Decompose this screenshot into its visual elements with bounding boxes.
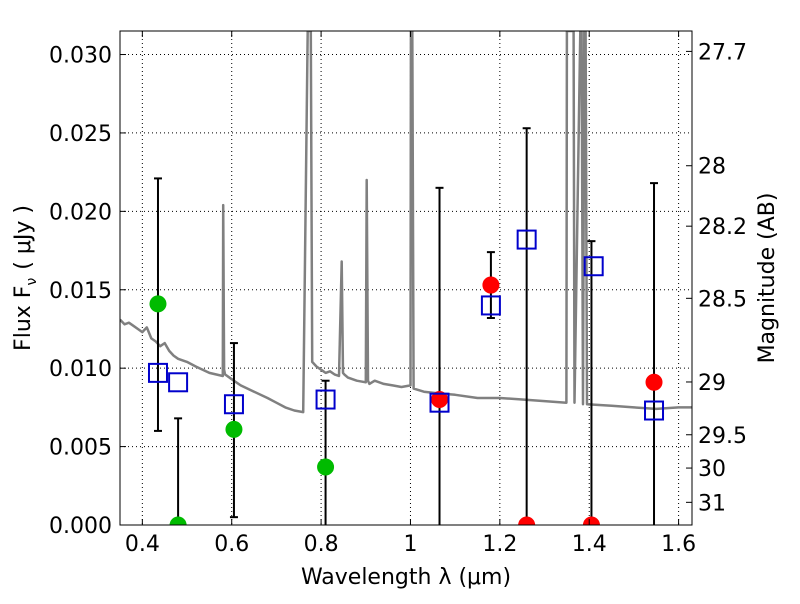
- x-axis-label: Wavelength λ (μm): [301, 565, 511, 590]
- mag-tick-label: 28: [698, 155, 726, 180]
- model-flux-square: [644, 400, 665, 421]
- y-tick-label: 0.025: [49, 122, 112, 147]
- model-flux-square: [147, 362, 168, 383]
- mag-tick-label: 31: [698, 491, 726, 516]
- mag-tick-label: 27.7: [698, 40, 747, 65]
- x-tick-label: 1.6: [661, 532, 696, 557]
- model-flux-square: [429, 392, 450, 413]
- y-tick-label: 0.015: [49, 279, 112, 304]
- x-tick-label: 1: [403, 532, 417, 557]
- data-layer: [120, 31, 692, 525]
- red-observed-point: [482, 276, 500, 294]
- model-flux-square: [315, 389, 336, 410]
- y-tick-label: 0.005: [49, 436, 112, 461]
- y-tick-label: 0.020: [49, 200, 112, 225]
- green-observed-point: [317, 458, 335, 476]
- template-spectrum-line: [120, 31, 692, 414]
- plot-background: [120, 31, 692, 525]
- y-axis-label-main: Flux F: [11, 286, 36, 351]
- x-tick-label: 0.4: [125, 532, 160, 557]
- y-axis-label: Flux Fν ( μJy ): [11, 205, 40, 351]
- mag-tick-label: 30: [698, 457, 726, 482]
- x-tick-label: 1.4: [572, 532, 607, 557]
- model-flux-square: [223, 394, 244, 415]
- y-tick-label: 0.000: [49, 514, 112, 539]
- axis-ticks: 0.4 0.6 0.8 1 1.2 1.4 1.6 0.000 0.005 0.010 0.015 0…: [49, 31, 747, 557]
- model-flux-square: [480, 295, 501, 316]
- x-tick-label: 0.8: [304, 532, 339, 557]
- green-observed-point: [149, 295, 167, 313]
- mag-tick-label: 29.5: [698, 424, 747, 449]
- mag-tick-label: 29: [698, 371, 726, 396]
- plot-frame: [119, 30, 693, 526]
- model-flux-square: [516, 229, 537, 250]
- red-observed-point: [518, 516, 536, 525]
- red-observed-point: [645, 373, 663, 391]
- mag-tick-label: 28.5: [698, 287, 747, 312]
- y2-axis-label: Magnitude (AB): [755, 193, 780, 364]
- y-tick-label: 0.010: [49, 357, 112, 382]
- model-flux-square: [168, 372, 189, 393]
- model-flux-square: [583, 256, 604, 277]
- mag-tick-label: 28.2: [698, 215, 747, 240]
- red-observed-point: [582, 516, 600, 525]
- y-axis-label-unit: ( μJy ): [11, 205, 36, 270]
- x-tick-label: 1.2: [482, 532, 517, 557]
- green-observed-point: [169, 516, 187, 525]
- y-tick-label: 0.030: [49, 44, 112, 69]
- green-observed-point: [225, 420, 243, 438]
- x-tick-label: 0.6: [214, 532, 249, 557]
- y-axis-label-subscript: ν: [24, 278, 40, 286]
